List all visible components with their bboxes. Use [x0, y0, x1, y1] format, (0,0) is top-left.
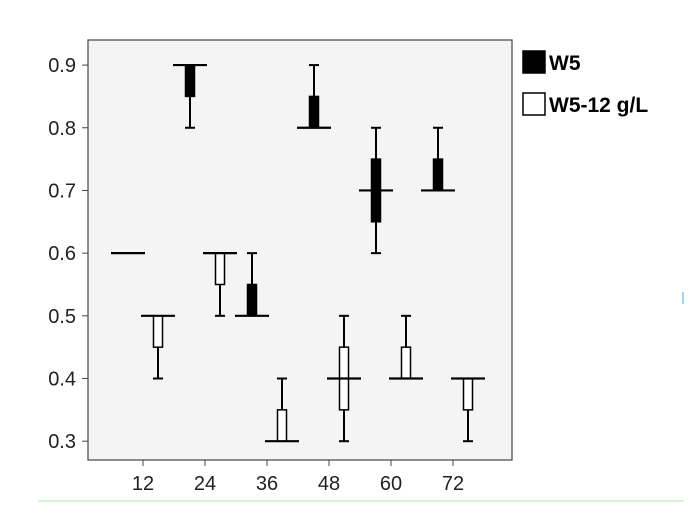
box-item: [451, 377, 485, 443]
box-item: [173, 63, 207, 129]
x-tick-label: 36: [256, 473, 278, 495]
box-item: [265, 377, 299, 443]
plot-area: [38, 39, 684, 502]
y-axis: 0.3 0.4 0.5 0.6 0.7 0.8 0.9: [48, 55, 88, 453]
y-tick-label: 0.7: [48, 180, 76, 202]
box-item: [389, 314, 423, 380]
series-w5: [111, 63, 455, 317]
box-item: [359, 126, 393, 255]
y-tick-label: 0.4: [48, 369, 76, 391]
box-body: [462, 377, 474, 411]
x-tick-label: 24: [194, 473, 216, 495]
box-item: [141, 314, 175, 380]
box-item: [297, 64, 331, 129]
box-body: [276, 409, 288, 442]
box-item: [421, 126, 455, 192]
box-item: [327, 314, 361, 443]
x-axis: 12 24 36 48 60 72: [132, 460, 464, 495]
box-item: [203, 252, 237, 317]
legend: W5 W5-12 g/L: [522, 50, 648, 117]
y-tick-label: 0.9: [48, 55, 76, 77]
x-tick-label: 60: [380, 473, 402, 495]
series-w5-12: [141, 252, 485, 443]
box-body: [308, 95, 320, 129]
y-tick-label: 0.8: [48, 118, 76, 140]
legend-label: W5-12 g/L: [549, 94, 648, 117]
box-marks: [111, 63, 485, 443]
y-tick-label: 0.6: [48, 243, 76, 265]
box-body: [214, 252, 226, 286]
x-tick-label: 12: [132, 473, 154, 495]
x-tick-label: 72: [442, 473, 464, 495]
legend-label: W5: [549, 52, 581, 75]
box-body: [432, 158, 444, 192]
legend-swatch: [522, 50, 546, 74]
box-body: [152, 315, 164, 348]
box-item: [235, 252, 269, 317]
plot-frame: [87, 39, 513, 461]
legend-swatch: [522, 92, 546, 116]
box-body: [400, 346, 412, 380]
box-body: [246, 283, 258, 317]
y-tick-label: 0.3: [48, 431, 76, 453]
y-tick-label: 0.5: [48, 306, 76, 328]
x-tick-label: 48: [318, 473, 340, 495]
box-body: [184, 64, 196, 98]
